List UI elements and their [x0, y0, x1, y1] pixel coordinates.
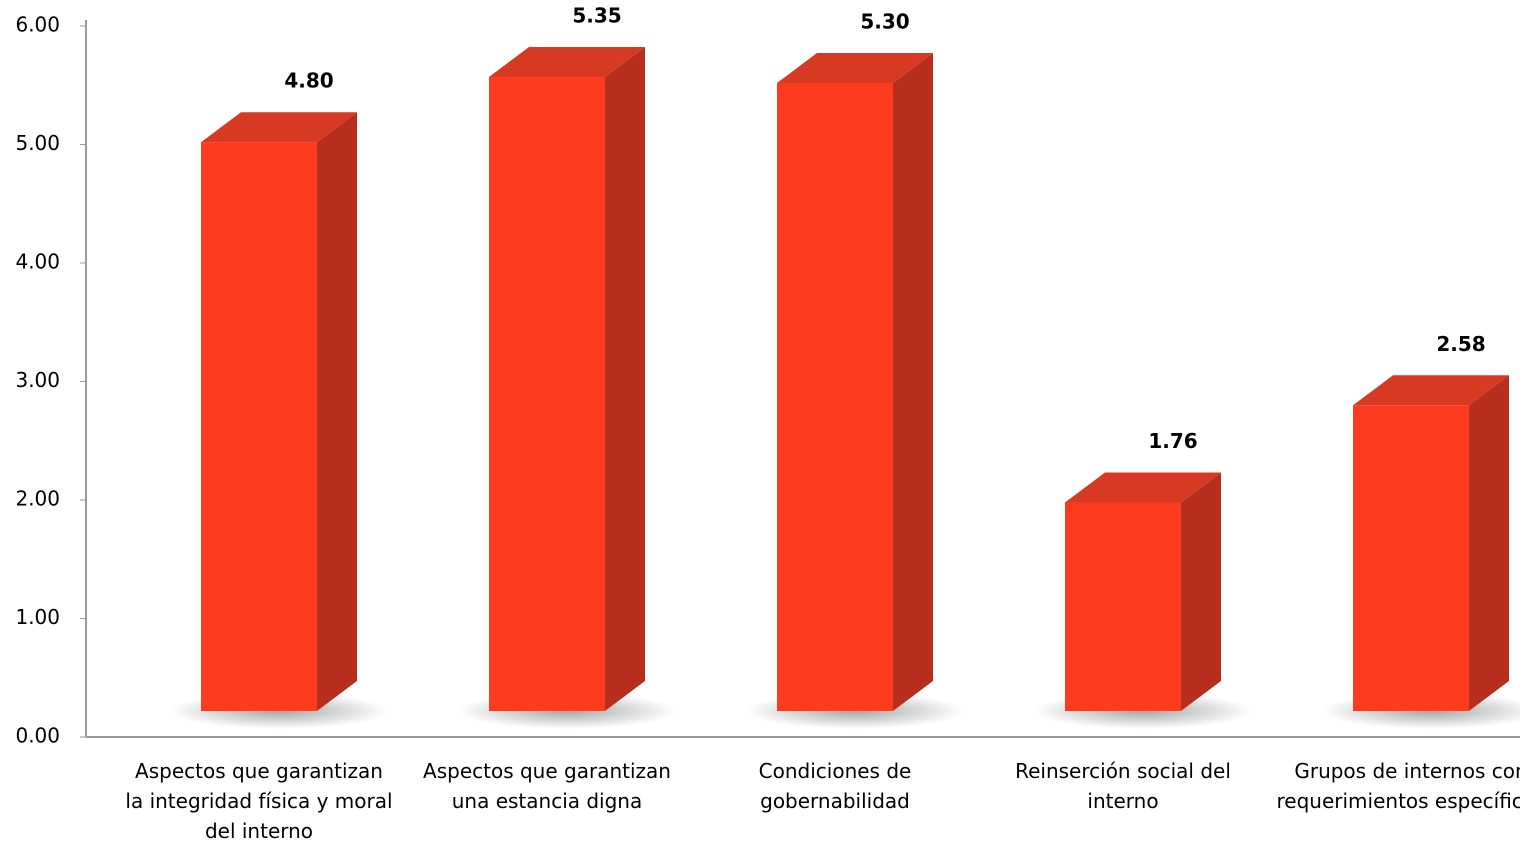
- y-tick-label: 3.00: [15, 368, 60, 392]
- bar-front: [1065, 502, 1181, 711]
- bar: [1353, 375, 1509, 711]
- x-tick-label: Condiciones de gobernabilidad: [758, 759, 912, 813]
- bar: [201, 112, 357, 711]
- bar-side: [605, 47, 645, 711]
- bar-front: [489, 77, 605, 711]
- bar-top: [489, 47, 645, 78]
- y-tick-label: 6.00: [15, 13, 60, 37]
- y-tick-label: 5.00: [15, 131, 60, 155]
- y-tick-label: 0.00: [15, 724, 60, 748]
- x-tick-label: Aspectos que garantizan una estancia dig…: [423, 759, 671, 813]
- value-label: 5.35: [572, 4, 621, 28]
- bar-side: [893, 52, 933, 711]
- value-label: 5.30: [860, 9, 909, 33]
- y-tick-label: 4.00: [15, 250, 60, 274]
- y-tick-label: 1.00: [15, 605, 60, 629]
- bar: [1065, 472, 1221, 711]
- value-label: 4.80: [284, 69, 333, 93]
- bar: [777, 52, 933, 711]
- x-tick-label: Grupos de internos con requerimientos es…: [1276, 759, 1520, 813]
- bar-top: [201, 112, 357, 143]
- x-tick-label: Aspectos que garantizan la integridad fí…: [125, 759, 393, 843]
- bar-top: [1353, 375, 1509, 406]
- bar: [489, 47, 645, 711]
- bar-top: [1065, 472, 1221, 503]
- value-label: 1.76: [1148, 429, 1197, 453]
- y-tick-label: 2.00: [15, 487, 60, 511]
- value-label: 2.58: [1436, 332, 1485, 356]
- bar-side: [317, 112, 357, 711]
- bar-front: [201, 142, 317, 711]
- bar-top: [777, 52, 933, 83]
- bar-side: [1469, 375, 1509, 711]
- bar-side: [1181, 472, 1221, 711]
- bar-front: [1353, 405, 1469, 711]
- bar-front: [777, 82, 893, 711]
- x-tick-label: Reinserción social del interno: [1015, 759, 1231, 813]
